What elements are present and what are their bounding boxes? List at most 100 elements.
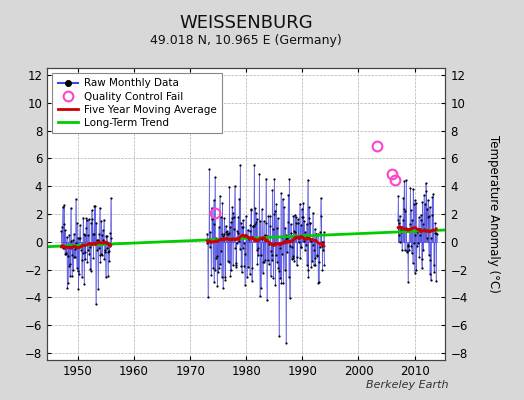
Point: [72, 240, 80, 246]
Point: [62, 250, 71, 257]
Point: [80, 232, 89, 238]
Point: [78, 274, 86, 281]
Point: [233, 240, 241, 246]
Point: [94, 244, 103, 251]
Point: [102, 232, 110, 239]
Point: [270, 211, 278, 218]
Point: [309, 242, 318, 249]
Point: [227, 219, 235, 225]
Point: [222, 223, 230, 229]
Point: [424, 252, 433, 258]
Point: [253, 260, 261, 267]
Point: [431, 220, 439, 226]
Point: [409, 201, 418, 207]
Point: [415, 254, 423, 260]
Point: [242, 213, 250, 219]
Point: [224, 231, 232, 238]
Point: [218, 231, 226, 238]
Point: [427, 277, 435, 284]
Point: [278, 251, 286, 257]
Point: [240, 240, 248, 246]
Point: [288, 244, 296, 250]
Point: [418, 265, 426, 272]
Point: [298, 206, 306, 212]
Point: [64, 263, 73, 270]
Point: [71, 196, 80, 202]
Point: [293, 254, 301, 261]
Point: [297, 244, 305, 250]
Point: [233, 228, 242, 234]
Point: [262, 220, 270, 226]
Point: [401, 224, 410, 231]
Point: [206, 239, 215, 245]
Point: [79, 214, 88, 221]
Point: [71, 246, 79, 252]
Point: [105, 258, 114, 265]
Point: [279, 204, 288, 210]
Point: [302, 235, 310, 242]
Point: [70, 254, 79, 260]
Point: [67, 245, 75, 251]
Point: [57, 228, 66, 234]
Point: [287, 221, 295, 227]
Point: [273, 225, 281, 231]
Point: [84, 247, 92, 253]
Point: [234, 214, 243, 220]
Point: [421, 201, 429, 207]
Point: [428, 212, 436, 218]
Point: [248, 223, 257, 229]
Point: [75, 271, 83, 277]
Point: [71, 254, 80, 260]
Point: [59, 245, 68, 251]
Point: [288, 256, 296, 262]
Point: [63, 280, 72, 286]
Point: [82, 215, 91, 221]
Point: [282, 236, 291, 242]
Point: [416, 232, 424, 239]
Point: [69, 266, 78, 273]
Point: [238, 224, 246, 230]
Point: [236, 220, 245, 226]
Point: [237, 269, 246, 276]
Point: [314, 279, 323, 286]
Point: [427, 235, 435, 242]
Point: [228, 262, 237, 268]
Point: [93, 237, 101, 244]
Point: [417, 217, 425, 223]
Point: [403, 249, 411, 255]
Point: [90, 231, 98, 237]
Point: [67, 238, 75, 244]
Point: [411, 232, 420, 238]
Point: [216, 247, 225, 254]
Point: [406, 184, 414, 191]
Point: [210, 197, 218, 203]
Point: [100, 216, 108, 223]
Point: [229, 210, 237, 216]
Point: [259, 218, 268, 224]
Point: [260, 232, 269, 238]
Point: [248, 265, 257, 272]
Point: [408, 217, 417, 224]
Point: [261, 236, 269, 243]
Point: [68, 252, 77, 258]
Point: [205, 236, 213, 242]
Point: [305, 204, 313, 210]
Point: [93, 246, 101, 253]
Point: [62, 250, 70, 257]
Point: [409, 186, 417, 192]
Point: [96, 252, 104, 258]
Point: [272, 258, 281, 265]
Point: [107, 235, 115, 242]
Point: [286, 295, 294, 301]
Point: [242, 232, 250, 238]
Point: [305, 215, 313, 221]
Point: [307, 264, 315, 270]
Point: [204, 294, 212, 300]
Point: [225, 184, 234, 190]
Point: [89, 231, 97, 237]
Point: [299, 200, 308, 206]
Point: [312, 231, 321, 237]
Point: [296, 222, 304, 228]
Point: [244, 264, 253, 270]
Y-axis label: Temperature Anomaly (°C): Temperature Anomaly (°C): [487, 135, 500, 293]
